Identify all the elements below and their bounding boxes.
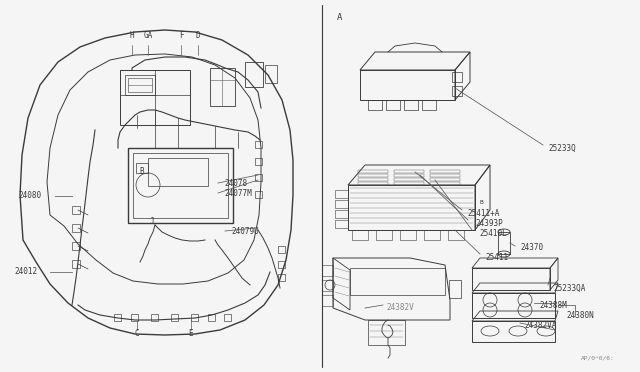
Bar: [394, 174, 424, 177]
Bar: [278, 261, 285, 268]
Bar: [358, 182, 388, 185]
Bar: [358, 174, 388, 177]
Text: H: H: [130, 32, 134, 41]
Bar: [322, 295, 333, 306]
Text: B: B: [480, 199, 484, 205]
Bar: [394, 178, 424, 181]
Bar: [449, 280, 461, 298]
Bar: [136, 163, 148, 173]
Bar: [376, 230, 392, 240]
Bar: [278, 274, 285, 281]
Bar: [245, 62, 263, 87]
Bar: [448, 230, 464, 240]
Bar: [424, 230, 440, 240]
Bar: [265, 65, 277, 83]
Bar: [358, 170, 388, 173]
Text: 24012: 24012: [14, 267, 37, 276]
Bar: [210, 68, 235, 106]
Text: C: C: [134, 328, 140, 337]
Bar: [72, 242, 80, 250]
Text: J: J: [150, 218, 154, 227]
Bar: [148, 158, 208, 186]
Text: 24388M: 24388M: [539, 301, 567, 310]
Text: GA: GA: [143, 32, 152, 41]
Bar: [335, 210, 348, 218]
Text: E: E: [189, 328, 193, 337]
Text: 25411+A: 25411+A: [467, 208, 499, 218]
Text: B: B: [140, 167, 144, 176]
Bar: [394, 182, 424, 185]
Bar: [72, 260, 80, 268]
Text: D: D: [196, 32, 200, 41]
Bar: [386, 100, 400, 110]
Text: 25411: 25411: [485, 253, 508, 262]
Bar: [430, 170, 460, 173]
Bar: [335, 190, 348, 198]
Bar: [224, 314, 231, 321]
Bar: [191, 314, 198, 321]
Text: 25233QA: 25233QA: [553, 283, 586, 292]
Bar: [128, 148, 233, 223]
Bar: [322, 265, 333, 276]
Text: 25410L: 25410L: [479, 228, 507, 237]
Bar: [131, 314, 138, 321]
Bar: [128, 78, 152, 92]
Bar: [368, 100, 382, 110]
Text: F: F: [179, 32, 183, 41]
Text: AP/0^0/6:: AP/0^0/6:: [581, 356, 615, 360]
Text: 24382VA: 24382VA: [524, 321, 556, 330]
Text: 24080: 24080: [18, 192, 41, 201]
Text: 24382V: 24382V: [386, 302, 413, 311]
Bar: [125, 75, 155, 95]
Bar: [133, 153, 228, 218]
Bar: [114, 314, 121, 321]
Bar: [335, 200, 348, 208]
Bar: [452, 86, 462, 96]
Bar: [498, 232, 510, 254]
Bar: [394, 170, 424, 173]
Bar: [151, 314, 158, 321]
Bar: [422, 100, 436, 110]
Bar: [255, 158, 262, 165]
Bar: [335, 220, 348, 228]
Bar: [255, 141, 262, 148]
Text: 24370: 24370: [520, 244, 543, 253]
Text: 24079U: 24079U: [231, 227, 259, 235]
Bar: [171, 314, 178, 321]
Text: 25233Q: 25233Q: [548, 144, 576, 153]
Bar: [452, 72, 462, 82]
Bar: [120, 70, 190, 125]
Bar: [430, 174, 460, 177]
Text: 24077M: 24077M: [224, 189, 252, 198]
Bar: [278, 246, 285, 253]
Bar: [430, 182, 460, 185]
Text: A: A: [337, 13, 342, 22]
Bar: [255, 191, 262, 198]
Bar: [404, 100, 418, 110]
Bar: [358, 178, 388, 181]
Text: 24380N: 24380N: [566, 311, 594, 321]
Bar: [352, 230, 368, 240]
Bar: [255, 174, 262, 181]
Text: 24078: 24078: [224, 179, 247, 187]
Bar: [208, 314, 215, 321]
Bar: [400, 230, 416, 240]
Bar: [322, 280, 333, 291]
Bar: [72, 206, 80, 214]
Text: 24393P: 24393P: [475, 218, 503, 228]
Bar: [72, 224, 80, 232]
Bar: [430, 178, 460, 181]
